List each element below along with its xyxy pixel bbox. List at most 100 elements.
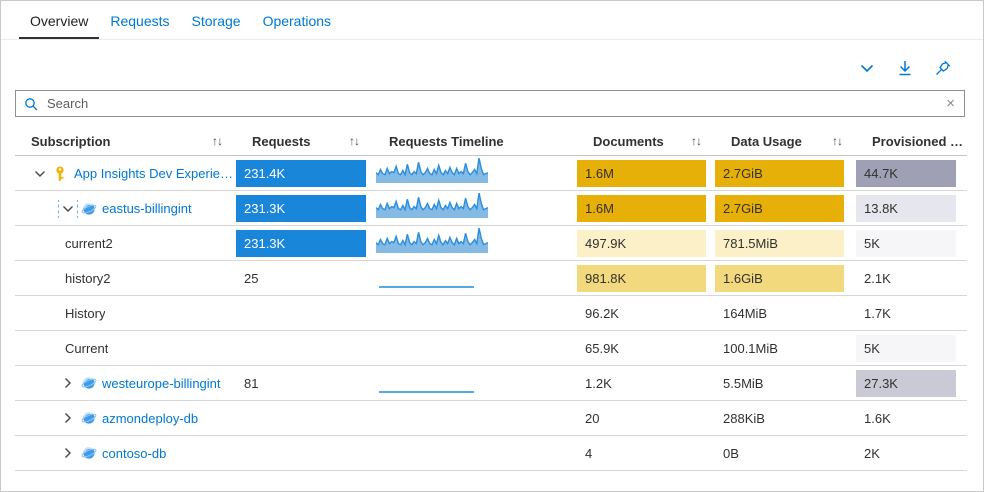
documents-cell: 1.2K bbox=[577, 366, 715, 400]
search-bar: × bbox=[15, 90, 965, 117]
requests-cell: 25 bbox=[236, 261, 373, 295]
table-row[interactable]: history2 25 981.8K 1.6GiB 2.1K bbox=[15, 261, 967, 296]
data-usage-value: 5.5MiB bbox=[723, 375, 764, 391]
column-label: Subscription bbox=[31, 133, 111, 149]
tab-operations[interactable]: Operations bbox=[252, 7, 342, 39]
pin-icon[interactable] bbox=[931, 56, 955, 80]
provisioned-cell: 1.7K bbox=[856, 296, 967, 330]
provisioned-heat-bar: 27.3K bbox=[856, 369, 956, 397]
sparkline-chart bbox=[375, 156, 489, 188]
requests-value: 81 bbox=[244, 375, 259, 391]
data-usage-cell: 2.7GiB bbox=[715, 191, 856, 226]
subscription-key-icon bbox=[53, 166, 69, 182]
column-label: Documents bbox=[593, 133, 664, 149]
documents-heat-bar: 1.6M bbox=[577, 160, 706, 187]
sort-icon[interactable]: ↑↓ bbox=[691, 134, 702, 148]
requests-timeline-cell bbox=[373, 366, 577, 400]
toolbar bbox=[1, 40, 983, 86]
requests-cell bbox=[236, 436, 373, 470]
table-row[interactable]: Current 65.9K 100.1MiB 5K bbox=[15, 331, 967, 366]
documents-cell: 4 bbox=[577, 436, 715, 470]
sort-icon[interactable]: ↑↓ bbox=[349, 134, 360, 148]
chevron-down-icon[interactable] bbox=[58, 199, 78, 218]
data-usage-cell: 164MiB bbox=[715, 296, 856, 330]
provisioned-cell: 5K bbox=[856, 331, 967, 365]
documents-cell: 1.6M bbox=[577, 156, 715, 191]
clear-search-icon[interactable]: × bbox=[937, 96, 964, 111]
row-name[interactable]: eastus-billingint bbox=[102, 201, 192, 216]
table-row[interactable]: westeurope-billingint 81 1.2K 5.5MiB 27.3K bbox=[15, 366, 967, 401]
sort-icon[interactable]: ↑↓ bbox=[832, 134, 843, 148]
tab-overview[interactable]: Overview bbox=[19, 7, 100, 39]
table-row[interactable]: eastus-billingint 231.3K 1.6M 2.7GiB 13.8K bbox=[15, 191, 967, 226]
tab-storage[interactable]: Storage bbox=[181, 7, 252, 39]
table-body: App Insights Dev Experience 231.4K 1.6M 2.7… bbox=[15, 156, 967, 471]
table-row[interactable]: contoso-db 4 0B 2K bbox=[15, 436, 967, 471]
insights-table: Subscription ↑↓ Requests ↑↓ Requests Timelin… bbox=[15, 127, 967, 471]
data-usage-value: 288KiB bbox=[723, 410, 765, 426]
requests-heat-bar: 231.3K bbox=[236, 195, 366, 222]
row-name[interactable]: App Insights Dev Experience bbox=[74, 166, 236, 181]
table-row[interactable]: current2 231.3K 497.9K 781.5MiB 5K bbox=[15, 226, 967, 261]
flatline-chart bbox=[379, 286, 474, 288]
documents-heat-bar: 497.9K bbox=[577, 230, 706, 257]
subscription-cell: contoso-db bbox=[15, 444, 236, 462]
table-row[interactable]: azmondeploy-db 20 288KiB 1.6K bbox=[15, 401, 967, 436]
data-usage-cell: 5.5MiB bbox=[715, 366, 856, 400]
documents-cell: 96.2K bbox=[577, 296, 715, 330]
subscription-cell: Current bbox=[15, 341, 236, 356]
column-header-provisioned-thr: Provisioned thr... bbox=[856, 134, 967, 149]
data-usage-value: 100.1MiB bbox=[723, 340, 778, 356]
documents-heat-bar: 1.6M bbox=[577, 195, 706, 222]
data-usage-value: 0B bbox=[723, 445, 739, 461]
provisioned-cell: 27.3K bbox=[856, 366, 967, 400]
chevron-right-icon[interactable] bbox=[59, 409, 77, 427]
table-row[interactable]: App Insights Dev Experience 231.4K 1.6M 2.7… bbox=[15, 156, 967, 191]
table-header: Subscription ↑↓ Requests ↑↓ Requests Timelin… bbox=[15, 127, 967, 156]
row-name: History bbox=[65, 305, 106, 321]
subscription-cell: westeurope-billingint bbox=[15, 374, 236, 392]
provisioned-cell: 2K bbox=[856, 436, 967, 470]
documents-cell: 497.9K bbox=[577, 226, 715, 261]
row-name[interactable]: westeurope-billingint bbox=[102, 375, 221, 391]
download-icon[interactable] bbox=[893, 56, 917, 80]
collapse-all-chevron-down-icon[interactable] bbox=[855, 56, 879, 80]
documents-value: 4 bbox=[585, 445, 593, 461]
chevron-down-icon[interactable] bbox=[31, 165, 49, 183]
requests-cell: 81 bbox=[236, 366, 373, 400]
provisioned-cell: 13.8K bbox=[856, 191, 967, 226]
chevron-right-icon[interactable] bbox=[59, 444, 77, 462]
column-header-subscription[interactable]: Subscription ↑↓ bbox=[15, 134, 236, 149]
search-icon bbox=[16, 97, 45, 111]
column-header-requests[interactable]: Requests ↑↓ bbox=[236, 134, 373, 149]
cosmos-db-icon bbox=[81, 201, 97, 217]
documents-heat-bar: 981.8K bbox=[577, 264, 706, 292]
data-usage-cell: 0B bbox=[715, 436, 856, 470]
row-name: Current bbox=[65, 340, 109, 356]
requests-cell: 231.3K bbox=[236, 226, 373, 261]
provisioned-value: 2K bbox=[864, 445, 880, 461]
search-input[interactable] bbox=[45, 95, 938, 112]
data-usage-heat-bar: 781.5MiB bbox=[715, 230, 844, 257]
tab-bar: Overview Requests Storage Operations bbox=[1, 1, 983, 40]
requests-cell: 231.4K bbox=[236, 156, 373, 191]
requests-cell bbox=[236, 401, 373, 435]
documents-cell: 981.8K bbox=[577, 261, 715, 295]
subscription-cell: App Insights Dev Experience bbox=[15, 165, 236, 183]
subscription-cell: current2 bbox=[15, 236, 236, 251]
requests-cell: 231.3K bbox=[236, 191, 373, 226]
sort-icon[interactable]: ↑↓ bbox=[212, 134, 223, 148]
data-usage-cell: 1.6GiB bbox=[715, 261, 856, 295]
row-name: current2 bbox=[65, 236, 113, 251]
chevron-right-icon[interactable] bbox=[59, 374, 77, 392]
row-name[interactable]: contoso-db bbox=[102, 445, 167, 461]
subscription-cell: eastus-billingint bbox=[15, 199, 236, 218]
row-name[interactable]: azmondeploy-db bbox=[102, 410, 199, 426]
requests-timeline-cell bbox=[373, 401, 577, 435]
table-row[interactable]: History 96.2K 164MiB 1.7K bbox=[15, 296, 967, 331]
column-header-data-usage[interactable]: Data Usage ↑↓ bbox=[715, 134, 856, 149]
documents-cell: 65.9K bbox=[577, 331, 715, 365]
column-header-documents[interactable]: Documents ↑↓ bbox=[577, 134, 715, 149]
provisioned-cell: 44.7K bbox=[856, 156, 967, 191]
tab-requests[interactable]: Requests bbox=[99, 7, 180, 39]
